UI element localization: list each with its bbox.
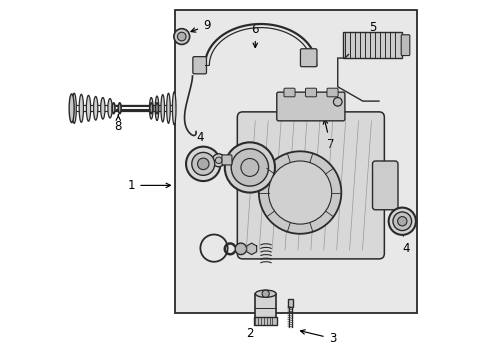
Text: 1: 1	[127, 179, 170, 192]
Text: 2: 2	[245, 320, 259, 340]
Text: 7: 7	[323, 120, 334, 150]
Text: 5: 5	[368, 21, 376, 47]
Polygon shape	[246, 243, 256, 255]
FancyBboxPatch shape	[400, 35, 409, 55]
Ellipse shape	[172, 92, 176, 125]
FancyBboxPatch shape	[237, 112, 384, 259]
Ellipse shape	[155, 103, 158, 114]
Ellipse shape	[255, 290, 276, 297]
Circle shape	[231, 149, 268, 186]
Circle shape	[258, 151, 341, 234]
Circle shape	[215, 157, 222, 163]
FancyBboxPatch shape	[255, 294, 276, 325]
Circle shape	[177, 32, 185, 41]
FancyBboxPatch shape	[174, 10, 416, 313]
Circle shape	[388, 208, 415, 235]
Circle shape	[262, 290, 269, 297]
FancyBboxPatch shape	[343, 32, 402, 58]
FancyBboxPatch shape	[253, 318, 277, 325]
Ellipse shape	[118, 103, 121, 114]
FancyBboxPatch shape	[372, 161, 397, 210]
FancyBboxPatch shape	[305, 88, 316, 97]
Circle shape	[397, 217, 406, 226]
Ellipse shape	[112, 103, 115, 114]
Text: 3: 3	[300, 330, 335, 345]
Ellipse shape	[101, 98, 105, 119]
Circle shape	[241, 158, 258, 176]
Text: 4: 4	[400, 229, 409, 255]
Ellipse shape	[79, 94, 83, 122]
Text: 9: 9	[191, 19, 210, 32]
Ellipse shape	[93, 96, 98, 120]
Circle shape	[224, 142, 274, 193]
FancyBboxPatch shape	[284, 88, 294, 97]
Ellipse shape	[166, 93, 170, 123]
Ellipse shape	[108, 99, 112, 118]
FancyBboxPatch shape	[192, 57, 206, 74]
FancyBboxPatch shape	[326, 88, 337, 97]
Ellipse shape	[149, 98, 153, 119]
Ellipse shape	[69, 94, 74, 123]
Circle shape	[197, 158, 208, 170]
Circle shape	[235, 243, 246, 255]
Circle shape	[212, 154, 224, 167]
Circle shape	[185, 147, 220, 181]
Ellipse shape	[155, 96, 159, 121]
Circle shape	[174, 29, 189, 44]
Ellipse shape	[161, 95, 164, 122]
Circle shape	[392, 212, 411, 230]
FancyBboxPatch shape	[276, 92, 344, 121]
Circle shape	[333, 98, 341, 106]
Ellipse shape	[72, 93, 76, 123]
Circle shape	[268, 161, 331, 224]
Text: 6: 6	[251, 23, 259, 48]
Ellipse shape	[149, 103, 152, 114]
FancyBboxPatch shape	[287, 300, 293, 307]
Ellipse shape	[86, 95, 90, 121]
FancyBboxPatch shape	[300, 49, 316, 67]
Text: 8: 8	[114, 115, 122, 134]
Text: 4: 4	[196, 131, 204, 152]
FancyBboxPatch shape	[222, 155, 231, 165]
Circle shape	[191, 152, 214, 175]
